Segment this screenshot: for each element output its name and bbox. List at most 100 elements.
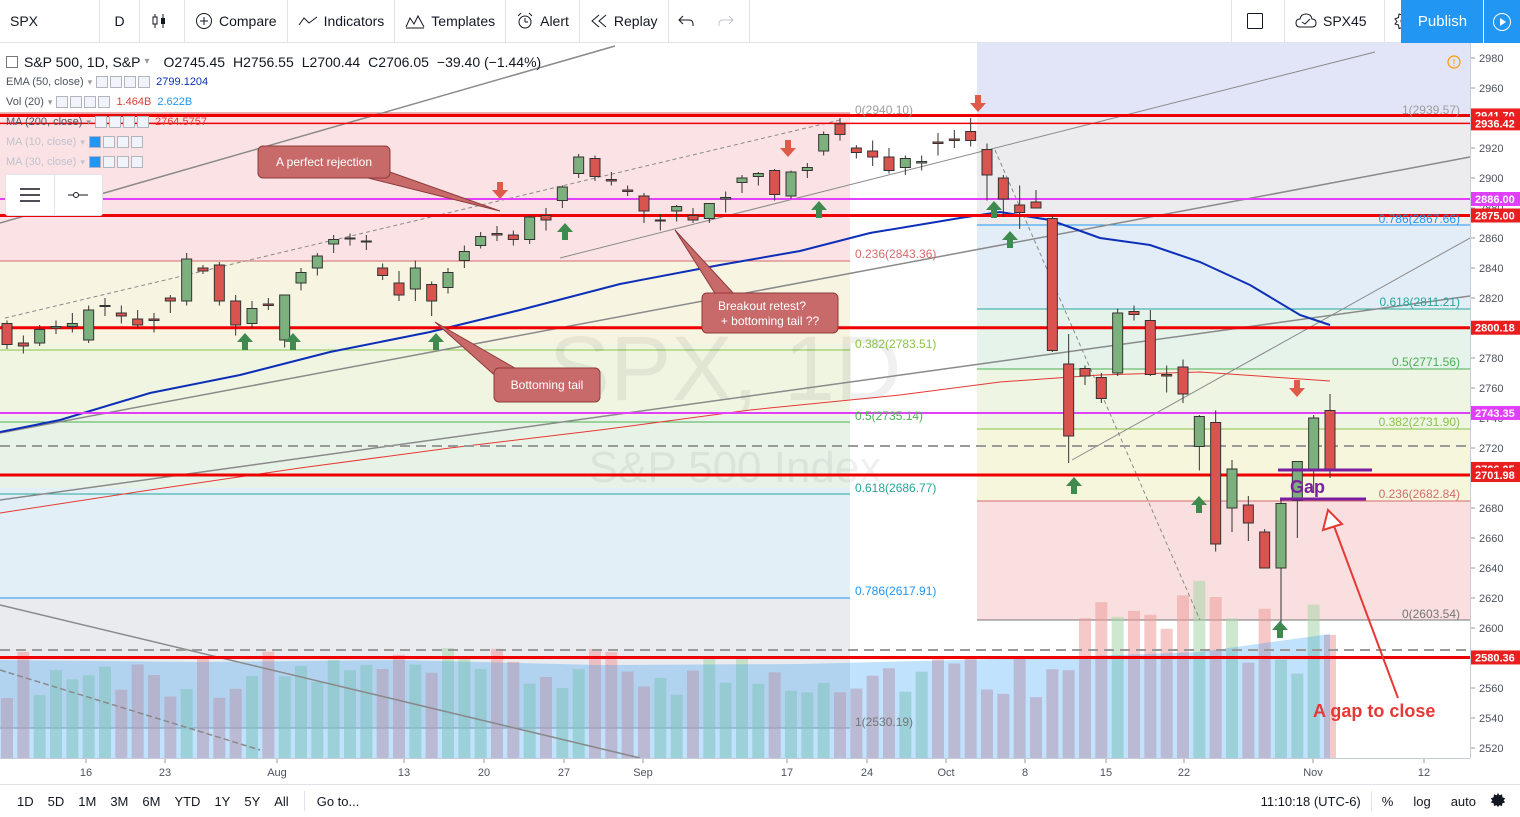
candle-body xyxy=(850,147,862,153)
replay-button[interactable]: Replay xyxy=(580,0,669,43)
candle-body xyxy=(981,149,993,176)
time-axis-svg[interactable]: 16 23 Aug 13 20 27 Sep 17 24 Oct 8 15 22 Nov 12 xyxy=(0,759,1470,785)
fullscreen-toggle[interactable] xyxy=(1232,0,1285,43)
legend-indicator-ema50[interactable]: EMA (50, close) ▾ 2799.1204 xyxy=(6,72,541,92)
price-tick-label: 2620 xyxy=(1479,593,1503,605)
indicators-label: Indicators xyxy=(323,13,385,29)
candle-body xyxy=(1308,417,1320,471)
indicator-name: MA (30, close) xyxy=(6,156,77,168)
price-axis[interactable]: 2980296029402920290028802860284028202800… xyxy=(1470,43,1520,758)
candle-body xyxy=(475,236,487,246)
templates-button[interactable]: Templates xyxy=(395,0,507,43)
hamburger-icon[interactable] xyxy=(6,175,55,215)
range-button-1y[interactable]: 1Y xyxy=(214,793,231,809)
volume-bar xyxy=(99,666,111,758)
candle-body xyxy=(1259,531,1271,569)
buy-arrow-marker xyxy=(986,201,1002,218)
range-button-1m[interactable]: 1M xyxy=(78,793,97,809)
fib-label: 1(2939.57) xyxy=(1402,103,1460,117)
legend-indicator-ma10[interactable]: MA (10, close) ▾ xyxy=(6,132,541,152)
candle-body xyxy=(230,300,242,326)
layout-button[interactable]: SPX45 xyxy=(1285,0,1385,43)
plus-circle-icon xyxy=(196,13,212,29)
candle-body xyxy=(867,150,879,158)
horizontal-ray-icon[interactable] xyxy=(55,175,103,215)
clock-time[interactable]: 11:10:18 (UTC-6) xyxy=(1260,793,1361,809)
legend-indicator-ma30[interactable]: MA (30, close) ▾ xyxy=(6,152,541,172)
time-tick-label: 23 xyxy=(159,767,171,779)
volume-bar xyxy=(817,682,830,758)
price-tick-label: 2860 xyxy=(1479,233,1503,245)
volume-bar xyxy=(164,696,177,758)
fib2-zone-5-382 xyxy=(977,369,1470,429)
time-tick-label: 27 xyxy=(558,767,570,779)
symbol-search[interactable]: SPX xyxy=(0,0,100,43)
candle-body xyxy=(1210,422,1222,545)
price-axis-svg[interactable]: 2980296029402920290028802860284028202800… xyxy=(1471,43,1520,758)
percent-toggle[interactable]: % xyxy=(1381,793,1394,809)
candle-body xyxy=(262,303,274,306)
compare-button[interactable]: Compare xyxy=(185,0,288,43)
candle-body xyxy=(818,134,830,152)
buy-arrow-marker xyxy=(1191,496,1207,513)
fib2-zone-786-618 xyxy=(977,225,1470,309)
candle-body xyxy=(1030,201,1042,209)
candle-body xyxy=(181,258,193,302)
range-button-ytd[interactable]: YTD xyxy=(174,793,201,809)
play-button[interactable] xyxy=(1483,0,1520,43)
candle-body xyxy=(1014,204,1026,213)
goto-button[interactable]: Go to... xyxy=(316,793,360,809)
legend-indicator-ma200[interactable]: MA (200, close) ▾ 2764.5757 xyxy=(6,112,541,132)
indicators-button[interactable]: Indicators xyxy=(288,0,396,43)
callout-breakout-text-2: + bottoming tail ?? xyxy=(721,314,820,328)
candle-body xyxy=(589,158,601,177)
range-button-6m[interactable]: 6M xyxy=(142,793,161,809)
info-icon[interactable] xyxy=(1447,55,1461,69)
price-tick-label: 2980 xyxy=(1479,53,1503,65)
redo-icon xyxy=(718,15,734,26)
dashed-trend-lower xyxy=(0,669,261,751)
price-tick-label: 2540 xyxy=(1479,713,1503,725)
time-tick-label: Aug xyxy=(267,767,287,779)
templates-icon xyxy=(405,14,425,29)
time-axis[interactable]: 16 23 Aug 13 20 27 Sep 17 24 Oct 8 15 22 Nov 12 xyxy=(0,758,1470,785)
fib-label: 0.786(2617.91) xyxy=(855,584,936,598)
legend-indicator-vol[interactable]: Vol (20) ▾ 1.464B 2.622B xyxy=(6,92,541,112)
candle-body xyxy=(442,272,454,288)
volume-bar xyxy=(1079,618,1091,758)
volume-bar xyxy=(1013,657,1026,758)
redo-button[interactable] xyxy=(709,0,750,43)
chart-properties-button[interactable] xyxy=(1486,792,1520,811)
buy-arrow-marker xyxy=(811,201,827,218)
time-tick-label: 22 xyxy=(1178,767,1190,779)
fib-labels: 0(2940.10) 0.236(2843.36) 0.382(2783.51)… xyxy=(855,103,1460,729)
log-toggle[interactable]: log xyxy=(1413,793,1431,809)
range-button-all[interactable]: All xyxy=(274,793,289,809)
change-value: −39.40 (−1.44%) xyxy=(436,54,542,70)
alert-button[interactable]: Alert xyxy=(506,0,580,43)
interval-button[interactable]: D xyxy=(100,0,140,43)
time-tick-label: 20 xyxy=(478,767,490,779)
volume-bar xyxy=(213,697,226,758)
chart-type-button[interactable] xyxy=(140,0,185,43)
toolbar-spacer xyxy=(750,0,1232,43)
indicator-value-2: 2.622B xyxy=(157,96,193,108)
price-tick-label: 2640 xyxy=(1479,563,1503,575)
auto-toggle[interactable]: auto xyxy=(1450,793,1476,809)
callout-breakout-box xyxy=(701,292,839,334)
undo-button[interactable] xyxy=(669,0,709,43)
fib-label: 0(2940.10) xyxy=(855,103,913,117)
buy-arrow-marker xyxy=(237,333,253,350)
publish-button[interactable]: Publish xyxy=(1401,0,1484,43)
chart-pane[interactable]: SPX, 1D S&P 500 Index Gap xyxy=(0,43,1470,758)
range-button-5d[interactable]: 5D xyxy=(47,793,65,809)
range-button-5y[interactable]: 5Y xyxy=(244,793,261,809)
candle-body xyxy=(883,156,895,171)
range-button-1d[interactable]: 1D xyxy=(17,793,34,809)
callout-rejection-text: A perfect rejection xyxy=(276,155,372,169)
collapse-legend-icon[interactable] xyxy=(6,56,18,68)
chart-svg[interactable]: SPX, 1D S&P 500 Index Gap xyxy=(0,43,1470,758)
candle-body xyxy=(687,215,699,221)
legend-dropdown-icon[interactable]: ▾ xyxy=(144,56,150,67)
range-button-3m[interactable]: 3M xyxy=(110,793,129,809)
